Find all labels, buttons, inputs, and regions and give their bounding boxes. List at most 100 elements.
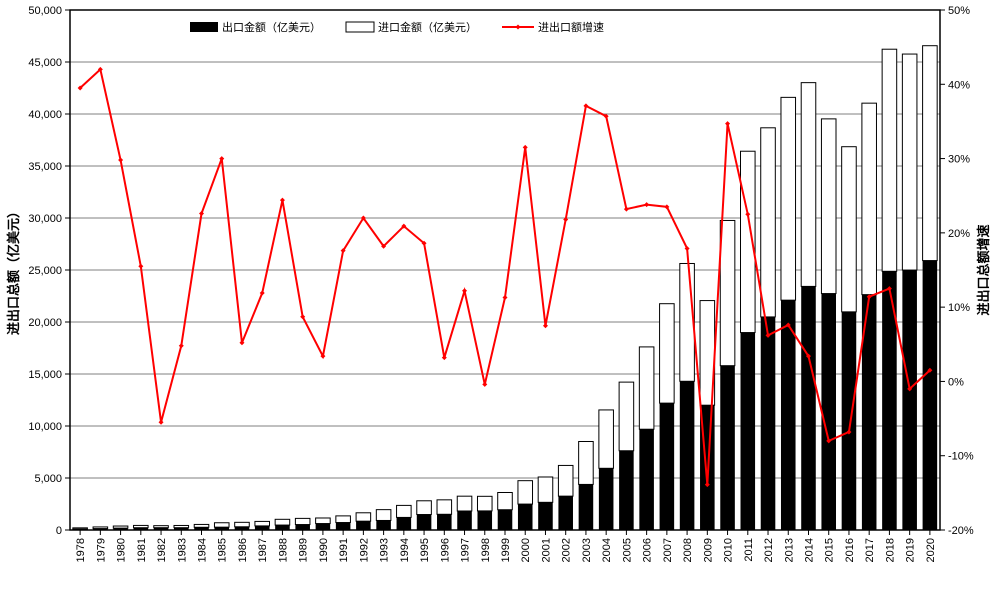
x-tick-label: 1979 [95,538,107,562]
bar-exports [923,261,938,530]
x-tick-label: 2010 [723,538,735,562]
x-tick-label: 2007 [662,538,674,562]
bar-exports [437,514,452,530]
bar-imports [498,492,513,509]
bar-exports [397,517,412,530]
x-tick-label: 2014 [803,538,815,562]
bar-imports [862,103,877,294]
svg-text:0: 0 [56,525,62,537]
bar-imports [154,526,169,528]
bar-exports [761,317,776,530]
x-tick-label: 2016 [844,538,856,562]
bar-imports [295,518,310,524]
svg-text:15,000: 15,000 [28,369,62,381]
bar-imports [113,526,128,528]
bar-imports [397,505,412,517]
trade-chart: 05,00010,00015,00020,00025,00030,00035,0… [0,0,1000,593]
bar-imports [214,523,229,527]
x-tick-label: 2012 [763,538,775,562]
x-tick-label: 2009 [702,538,714,562]
svg-text:50%: 50% [948,5,970,17]
svg-text:30,000: 30,000 [28,213,62,225]
bar-imports [923,46,938,261]
svg-text:10,000: 10,000 [28,421,62,433]
x-tick-label: 1980 [116,538,128,562]
x-tick-label: 2018 [884,538,896,562]
x-tick-label: 1984 [197,538,209,562]
svg-text:50,000: 50,000 [28,5,62,17]
bar-imports [356,513,371,521]
bar-exports [477,511,492,530]
bar-imports [255,521,270,525]
x-tick-label: 2019 [905,538,917,562]
svg-text:40,000: 40,000 [28,109,62,121]
svg-text:进口金额（亿美元）: 进口金额（亿美元） [378,20,477,34]
bar-imports [417,501,432,515]
x-tick-label: 1982 [156,538,168,562]
svg-text:10%: 10% [948,302,970,314]
bar-imports [781,97,796,300]
bar-exports [518,504,533,530]
bar-imports [761,128,776,317]
x-tick-label: 1987 [257,538,269,562]
x-tick-label: 2008 [682,538,694,562]
x-tick-label: 1997 [460,538,472,562]
x-tick-label: 1999 [500,538,512,562]
bar-exports [821,294,836,530]
svg-text:40%: 40% [948,79,970,91]
bar-exports [457,511,472,530]
svg-text:出口金额（亿美元）: 出口金额（亿美元） [222,20,321,34]
x-tick-label: 2000 [520,538,532,562]
bar-imports [73,528,88,529]
svg-text:25,000: 25,000 [28,265,62,277]
bar-imports [437,500,452,514]
y-left-label: 进出口总额（亿美元） [6,205,21,335]
bar-imports [316,518,331,524]
x-tick-label: 1998 [480,538,492,562]
x-tick-label: 1985 [217,538,229,562]
x-tick-label: 1983 [176,538,188,562]
x-tick-label: 2001 [540,538,552,562]
bar-imports [821,119,836,294]
svg-text:-10%: -10% [948,451,974,463]
x-tick-label: 2003 [581,538,593,562]
bar-imports [134,525,149,527]
x-tick-label: 1981 [136,538,148,562]
bar-exports [316,524,331,530]
x-tick-label: 2011 [743,538,755,562]
bar-exports [417,515,432,530]
bar-exports [680,381,695,530]
bar-imports [680,263,695,381]
bar-exports [538,502,553,530]
x-tick-label: 1994 [399,538,411,562]
bar-imports [801,83,816,287]
x-tick-label: 1995 [419,538,431,562]
x-tick-label: 2006 [642,538,654,562]
x-tick-label: 1978 [75,538,87,562]
bar-imports [639,347,654,429]
bar-exports [842,312,857,530]
x-tick-label: 1992 [358,538,370,562]
x-tick-label: 2017 [864,538,876,562]
bar-exports [579,484,594,530]
bar-imports [174,525,189,527]
x-tick-label: 1991 [338,538,350,562]
bar-imports [477,496,492,511]
bar-exports [801,286,816,530]
bar-exports [336,523,351,530]
bar-exports [902,270,917,530]
bar-exports [558,496,573,530]
bar-imports [235,522,250,526]
svg-text:20,000: 20,000 [28,317,62,329]
svg-text:35,000: 35,000 [28,161,62,173]
bar-imports [457,496,472,511]
x-tick-label: 2005 [621,538,633,562]
bar-imports [194,524,209,527]
y-right-label: 进出口总额增速 [976,224,991,315]
bar-imports [93,527,108,529]
x-tick-label: 2015 [824,538,836,562]
bar-exports [255,526,270,530]
bar-exports [376,520,391,530]
x-tick-label: 1989 [298,538,310,562]
x-tick-label: 1988 [277,538,289,562]
